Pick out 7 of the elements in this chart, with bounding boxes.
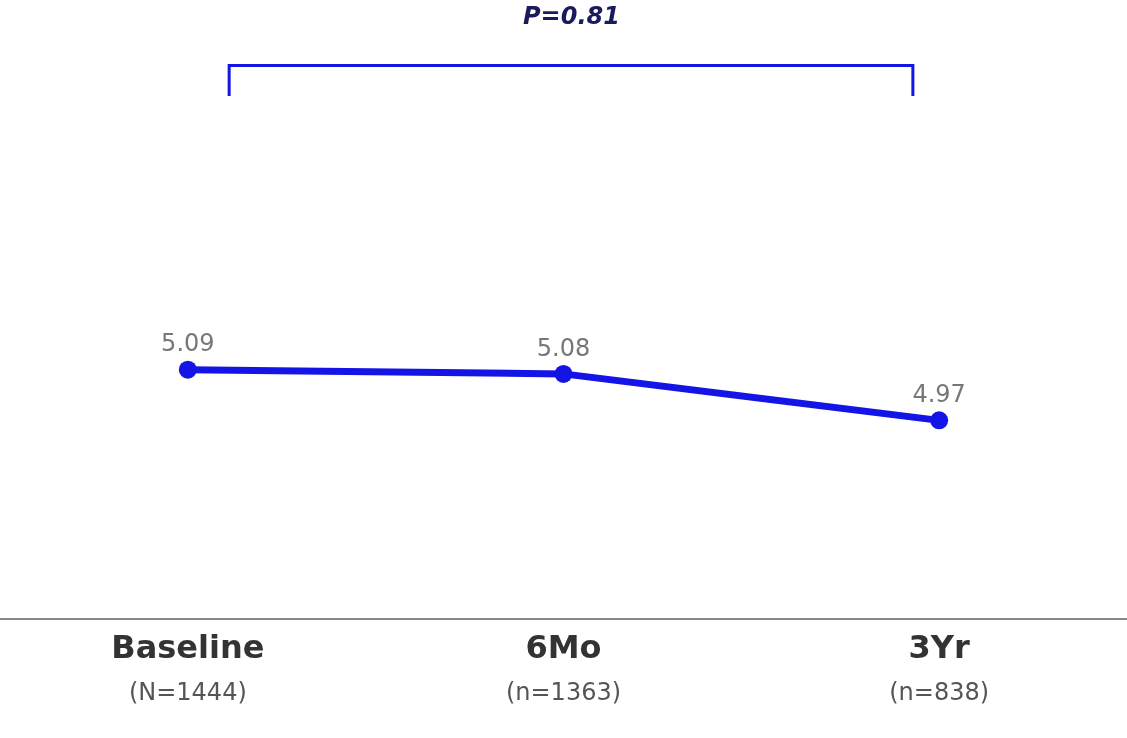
x-tick-label: Baseline (N=1444) bbox=[111, 628, 265, 706]
data-label: 5.08 bbox=[536, 333, 591, 362]
data-label: 4.97 bbox=[912, 380, 966, 409]
x-tick-label: 3Yr (n=838) bbox=[889, 628, 990, 706]
text: P=0.81 bbox=[523, 2, 620, 30]
data-label: 5.09 bbox=[161, 329, 215, 358]
x-tick-label: 6Mo (n=1363) bbox=[505, 628, 622, 706]
